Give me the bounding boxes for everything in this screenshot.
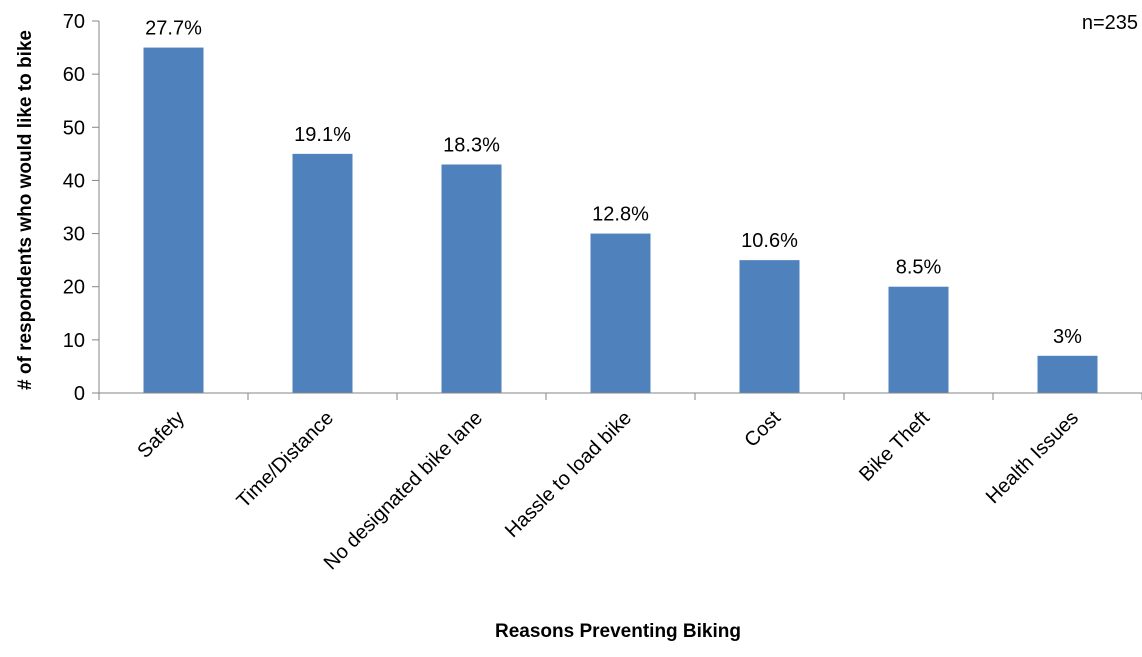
- y-tick-label-0: 0: [74, 383, 85, 405]
- category-label-6: Bike Theft: [855, 407, 934, 486]
- data-label-1: 27.7%: [145, 18, 202, 40]
- bar-1: [143, 47, 204, 393]
- x-axis-title: Reasons Preventing Biking: [495, 621, 741, 642]
- y-tick-label-10: 10: [63, 330, 85, 352]
- category-label-3: No designated bike lane: [320, 407, 487, 574]
- data-label-6: 8.5%: [896, 257, 942, 279]
- bar-2: [292, 153, 353, 393]
- category-label-4: Hassle to load bike: [501, 407, 636, 542]
- y-ticks-group: 0 10 20 30 40 50 60 70: [63, 11, 85, 405]
- y-tick-label-50: 50: [63, 117, 85, 139]
- data-label-4: 12.8%: [592, 204, 649, 226]
- category-label-5: Cost: [740, 407, 785, 452]
- y-tick-label-70: 70: [63, 11, 85, 33]
- category-label-1: Safety: [133, 407, 189, 463]
- data-label-5: 10.6%: [741, 230, 798, 252]
- data-label-7: 3%: [1053, 326, 1082, 348]
- data-labels-group: 27.7% 19.1% 18.3% 12.8% 10.6% 8.5% 3%: [145, 18, 1082, 348]
- axes-group: [92, 20, 1142, 400]
- sample-size-annotation: n=235: [1082, 12, 1138, 34]
- y-axis-title: # of respondents who would like to bike: [15, 30, 36, 390]
- category-label-7: Health Issues: [982, 407, 1083, 508]
- bars-group: [143, 47, 1098, 393]
- y-tick-label-60: 60: [63, 64, 85, 86]
- bar-7: [1037, 355, 1098, 393]
- category-label-2: Time/Distance: [233, 407, 338, 512]
- bar-4: [590, 233, 651, 393]
- y-tick-label-40: 40: [63, 170, 85, 192]
- data-label-2: 19.1%: [294, 124, 351, 146]
- bar-3: [441, 164, 502, 393]
- data-label-3: 18.3%: [443, 134, 500, 156]
- y-tick-label-30: 30: [63, 224, 85, 246]
- bar-5: [739, 260, 800, 393]
- y-tick-label-20: 20: [63, 277, 85, 299]
- bar-6: [888, 286, 949, 393]
